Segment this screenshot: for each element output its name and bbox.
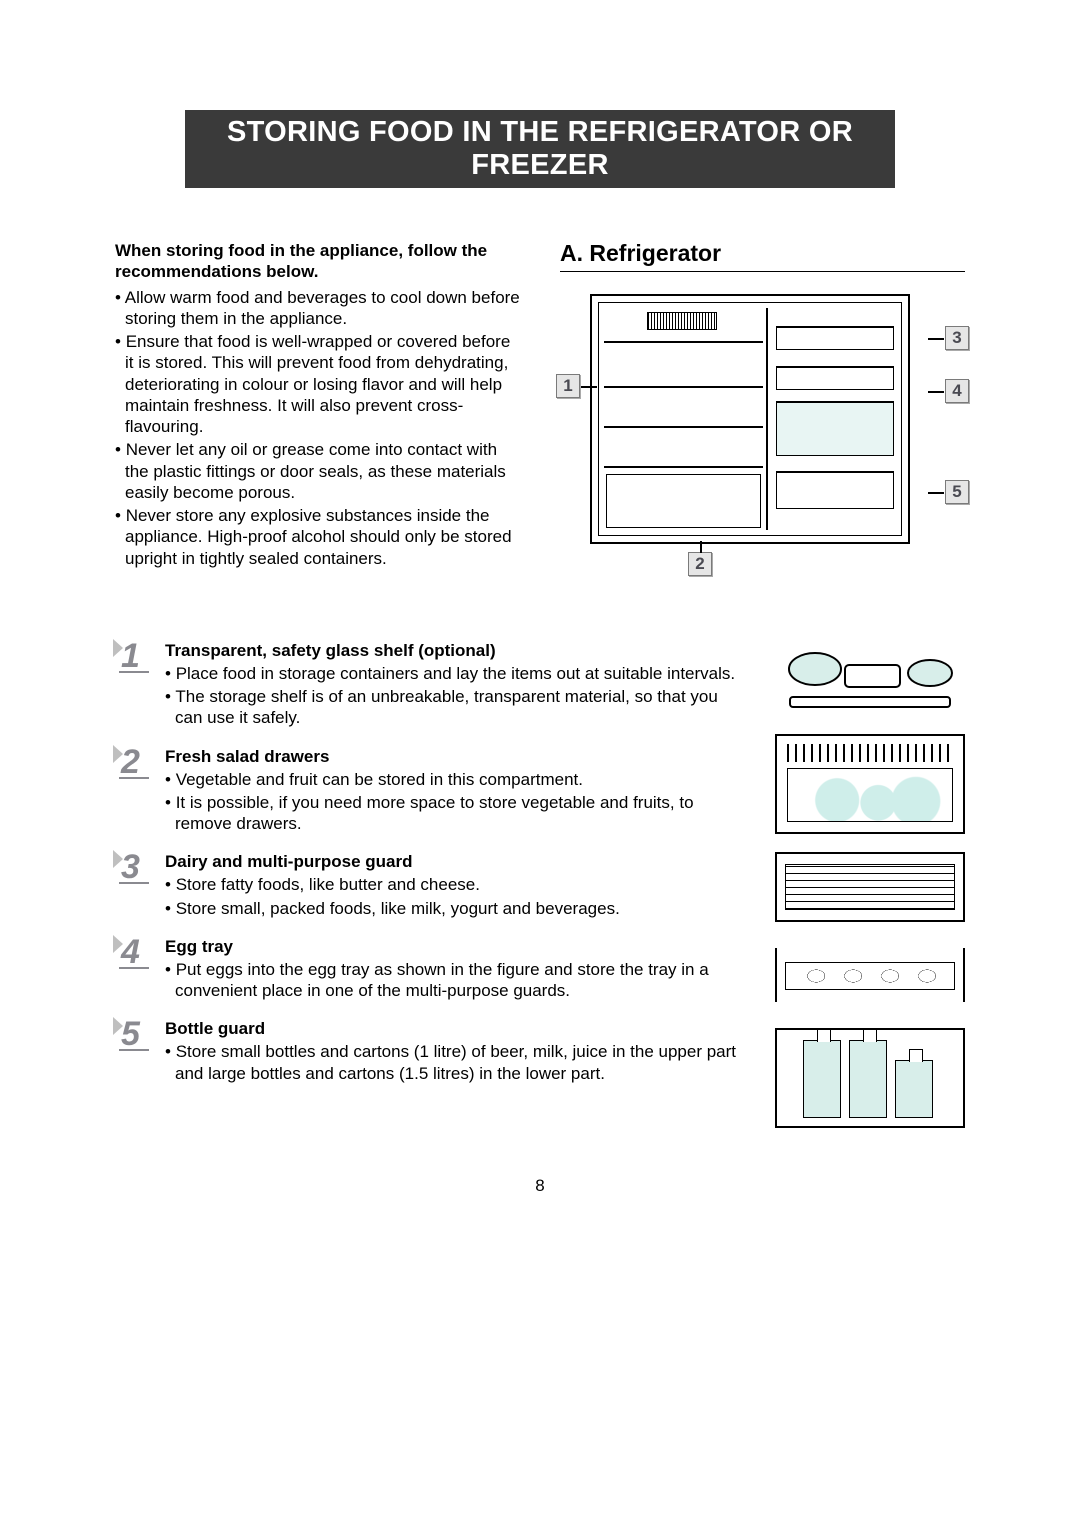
item-bullet: Store small bottles and cartons (1 litre… [165, 1041, 745, 1084]
item-bullet: Store fatty foods, like butter and chees… [165, 874, 745, 895]
intro-lead: When storing food in the appliance, foll… [115, 240, 520, 283]
item-2: 2 Fresh salad drawers Vegetable and frui… [115, 747, 745, 837]
item-bullets: Store small bottles and cartons (1 litre… [165, 1041, 745, 1084]
door-shelf [776, 401, 894, 456]
item-title: Egg tray [165, 937, 745, 957]
page-title: STORING FOOD IN THE REFRIGERATOR OR FREE… [185, 110, 895, 188]
page-number: 8 [115, 1176, 965, 1196]
item-bullet: Put eggs into the egg tray as shown in t… [165, 959, 745, 1002]
item-bullets: Place food in storage containers and lay… [165, 663, 745, 729]
item-bullets: Vegetable and fruit can be stored in thi… [165, 769, 745, 835]
intro-column: When storing food in the appliance, foll… [115, 240, 520, 571]
item-3: 3 Dairy and multi-purpose guard Store fa… [115, 852, 745, 921]
underline-icon [119, 671, 149, 673]
item-body: Transparent, safety glass shelf (optiona… [165, 641, 745, 731]
item-1: 1 Transparent, safety glass shelf (optio… [115, 641, 745, 731]
door-shelf [776, 326, 894, 350]
item-title: Dairy and multi-purpose guard [165, 852, 745, 872]
egg-row [785, 962, 955, 990]
section-a-heading: A. Refrigerator [560, 240, 965, 272]
callout-1: 1 [556, 374, 580, 398]
thumbnail-column [775, 641, 965, 1146]
intro-bullet: Never let any oil or grease come into co… [115, 439, 520, 503]
thumb-drawer-icon [775, 734, 965, 834]
item-5: 5 Bottle guard Store small bottles and c… [115, 1019, 745, 1086]
item-badge: 5 [115, 1013, 155, 1053]
bottle-icon [895, 1060, 933, 1118]
intro-bullet: Allow warm food and beverages to cool do… [115, 287, 520, 330]
shelf-line [604, 386, 763, 388]
diagram-column: A. Refrigerator 1 2 3 [560, 240, 965, 571]
shelf-line [604, 426, 763, 428]
underline-icon [119, 882, 149, 884]
callout-5: 5 [945, 480, 969, 504]
door-divider [766, 308, 768, 530]
item-title: Bottle guard [165, 1019, 745, 1039]
salad-drawer [606, 474, 761, 528]
item-body: Dairy and multi-purpose guard Store fatt… [165, 852, 745, 921]
fridge-outline [590, 294, 910, 544]
door-shelf [776, 471, 894, 509]
items-text-column: 1 Transparent, safety glass shelf (optio… [115, 641, 745, 1146]
item-bullets: Put eggs into the egg tray as shown in t… [165, 959, 745, 1002]
numbered-items-area: 1 Transparent, safety glass shelf (optio… [115, 641, 965, 1146]
item-badge: 3 [115, 846, 155, 886]
item-title: Transparent, safety glass shelf (optiona… [165, 641, 745, 661]
item-bullet: Place food in storage containers and lay… [165, 663, 745, 684]
item-body: Fresh salad drawers Vegetable and fruit … [165, 747, 745, 837]
intro-bullet: Never store any explosive substances ins… [115, 505, 520, 569]
door-shelf [776, 366, 894, 390]
thumb-guard-icon [775, 852, 965, 922]
shelf-line [604, 466, 763, 468]
shelf-line [604, 341, 763, 343]
callout-4: 4 [945, 379, 969, 403]
bottle-icon [849, 1040, 887, 1118]
item-title: Fresh salad drawers [165, 747, 745, 767]
item-badge: 2 [115, 741, 155, 781]
item-bullet: The storage shelf is of an unbreakable, … [165, 686, 745, 729]
item-badge: 4 [115, 931, 155, 971]
fridge-diagram: 1 2 3 4 5 [560, 284, 965, 564]
underline-icon [119, 1049, 149, 1051]
thumb-containers-icon [775, 641, 965, 716]
callout-3: 3 [945, 326, 969, 350]
item-badge: 1 [115, 635, 155, 675]
thumb-eggtray-icon [775, 940, 965, 1010]
vent-icon [647, 312, 717, 330]
underline-icon [119, 777, 149, 779]
item-body: Egg tray Put eggs into the egg tray as s… [165, 937, 745, 1004]
manual-page: STORING FOOD IN THE REFRIGERATOR OR FREE… [0, 0, 1080, 1256]
top-columns: When storing food in the appliance, foll… [115, 240, 965, 571]
item-bullets: Store fatty foods, like butter and chees… [165, 874, 745, 919]
underline-icon [119, 967, 149, 969]
item-bullet: It is possible, if you need more space t… [165, 792, 745, 835]
intro-bullet: Ensure that food is well-wrapped or cove… [115, 331, 520, 437]
intro-bullets: Allow warm food and beverages to cool do… [115, 287, 520, 569]
item-4: 4 Egg tray Put eggs into the egg tray as… [115, 937, 745, 1004]
item-bullet: Store small, packed foods, like milk, yo… [165, 898, 745, 919]
bottle-icon [803, 1040, 841, 1118]
callout-2: 2 [688, 552, 712, 576]
item-bullet: Vegetable and fruit can be stored in thi… [165, 769, 745, 790]
item-body: Bottle guard Store small bottles and car… [165, 1019, 745, 1086]
thumb-bottles-icon [775, 1028, 965, 1128]
